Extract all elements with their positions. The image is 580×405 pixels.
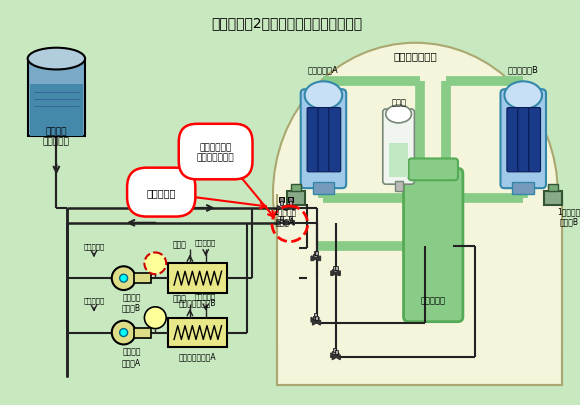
Text: M: M (280, 198, 284, 202)
FancyBboxPatch shape (300, 90, 346, 189)
Circle shape (144, 307, 166, 329)
Polygon shape (277, 221, 285, 226)
Circle shape (112, 266, 136, 290)
Text: 余熱除去
ポンプA: 余熱除去 ポンプA (122, 347, 141, 366)
Bar (133, 328, 151, 338)
Bar (389, 143, 408, 178)
Ellipse shape (28, 49, 85, 70)
Ellipse shape (273, 44, 558, 345)
Polygon shape (332, 271, 340, 276)
Bar (512, 183, 534, 195)
Ellipse shape (304, 82, 342, 110)
Bar (548, 185, 558, 192)
FancyBboxPatch shape (383, 110, 415, 185)
Polygon shape (331, 353, 339, 358)
Polygon shape (287, 221, 294, 226)
Bar (335, 266, 338, 271)
Polygon shape (332, 355, 340, 360)
Polygon shape (331, 271, 339, 276)
Bar (314, 313, 317, 317)
Bar (335, 350, 338, 354)
Polygon shape (311, 256, 319, 261)
Bar (332, 270, 338, 275)
Text: 燃料取替
用水タンク: 燃料取替 用水タンク (43, 127, 70, 146)
Circle shape (119, 275, 128, 282)
Bar (277, 195, 562, 347)
Polygon shape (277, 206, 285, 211)
Bar (313, 316, 317, 321)
Bar (280, 202, 283, 205)
FancyBboxPatch shape (501, 90, 546, 189)
Bar (334, 266, 336, 271)
Circle shape (144, 253, 166, 275)
Text: 圧力計: 圧力計 (173, 294, 187, 303)
Text: 余熱除去冷却器A: 余熱除去冷却器A (179, 352, 217, 361)
Bar (332, 352, 338, 356)
FancyBboxPatch shape (307, 108, 319, 173)
Text: 余熱除去冷却器B: 余熱除去冷却器B (179, 298, 216, 307)
Bar (168, 318, 227, 347)
Text: 余熱除去
ポンプB: 余熱除去 ポンプB (122, 292, 141, 312)
Polygon shape (287, 206, 294, 211)
Circle shape (112, 321, 136, 345)
Text: 1次冷却材
ポンプA: 1次冷却材 ポンプA (273, 207, 296, 226)
Bar (280, 216, 283, 220)
FancyBboxPatch shape (408, 159, 458, 181)
Ellipse shape (386, 106, 411, 124)
Text: 蒸気発生器B: 蒸気発生器B (508, 65, 539, 74)
Bar (289, 202, 292, 205)
Bar (133, 273, 151, 283)
Bar (168, 264, 227, 293)
Text: 補機冷却水: 補機冷却水 (84, 297, 104, 303)
Polygon shape (313, 256, 321, 261)
Text: 1次冷却材
ポンプB: 1次冷却材 ポンプB (557, 207, 580, 226)
FancyBboxPatch shape (404, 169, 463, 322)
FancyBboxPatch shape (518, 108, 530, 173)
FancyBboxPatch shape (329, 108, 340, 173)
Bar (394, 182, 403, 192)
Text: 加圧器: 加圧器 (391, 98, 406, 107)
Bar (30, 85, 83, 136)
Bar (544, 192, 562, 205)
Polygon shape (313, 320, 321, 325)
Bar (315, 316, 318, 320)
Bar (277, 195, 562, 385)
Text: 補機冷却水: 補機冷却水 (195, 239, 216, 245)
FancyBboxPatch shape (318, 108, 330, 173)
Text: 圧力の上昇: 圧力の上昇 (147, 188, 176, 198)
Bar (314, 252, 317, 256)
Bar (279, 198, 284, 202)
Bar (288, 198, 293, 202)
Bar (291, 185, 300, 192)
Bar (313, 183, 334, 195)
Text: 補機冷却水: 補機冷却水 (84, 243, 104, 249)
Text: M: M (288, 198, 292, 202)
FancyBboxPatch shape (507, 108, 519, 173)
Text: 補機冷却水: 補機冷却水 (195, 293, 216, 300)
Bar (287, 192, 305, 205)
FancyBboxPatch shape (529, 108, 541, 173)
Text: 原子炉容器: 原子炉容器 (420, 296, 445, 305)
Bar (313, 255, 317, 260)
Text: 蒸気発生器A: 蒸気発生器A (308, 65, 339, 74)
Ellipse shape (505, 82, 542, 110)
Circle shape (119, 329, 128, 337)
Text: 伊方発電所2号機　余熱除去系統概略図: 伊方発電所2号機 余熱除去系統概略図 (211, 16, 362, 30)
Bar (334, 349, 336, 352)
Bar (289, 216, 292, 220)
Polygon shape (311, 318, 319, 322)
Text: 原子炉格納容器: 原子炉格納容器 (394, 51, 437, 62)
Bar (28, 60, 85, 136)
Text: 閉止状態が不
完全であった弁: 閉止状態が不 完全であった弁 (197, 143, 234, 162)
Text: 圧力計: 圧力計 (173, 239, 187, 248)
Bar (315, 252, 318, 256)
